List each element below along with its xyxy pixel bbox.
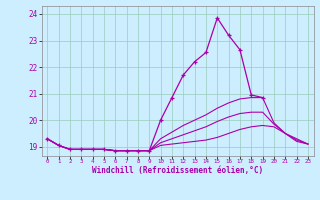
X-axis label: Windchill (Refroidissement éolien,°C): Windchill (Refroidissement éolien,°C) — [92, 166, 263, 175]
